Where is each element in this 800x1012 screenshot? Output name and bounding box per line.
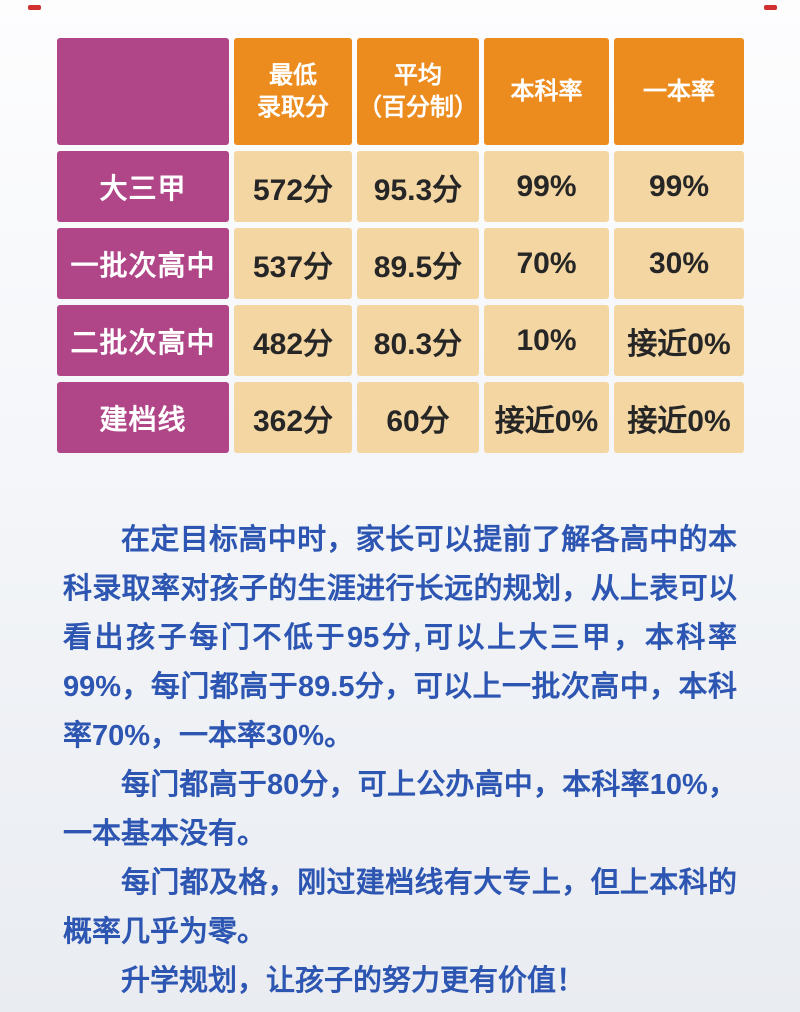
- row-label-cell: 建档线: [57, 382, 229, 453]
- column-header-line: （百分制）: [358, 93, 478, 121]
- table-corner-cell: [57, 38, 229, 145]
- row-label-cell: 二批次高中: [57, 305, 229, 376]
- data-cell: 537分: [234, 228, 352, 299]
- row-label-cell: 大三甲: [57, 151, 229, 222]
- row-label-cell: 一批次高中: [57, 228, 229, 299]
- data-cell: 89.5分: [357, 228, 479, 299]
- analysis-paragraph: 在定目标高中时，家长可以提前了解各高中的本科录取率对孩子的生涯进行长远的规划，从…: [63, 524, 737, 752]
- data-cell: 60分: [357, 382, 479, 453]
- column-header: 最低 录取分: [234, 38, 352, 145]
- column-header-line: 平均: [394, 62, 442, 90]
- column-header-line: 一本率: [643, 77, 715, 105]
- admission-score-table: 最低 录取分 平均 （百分制） 本科率 一本率 大三甲 572分 95.3分 99% 99% 一批次高…: [57, 38, 744, 453]
- data-cell: 接近0%: [614, 382, 744, 453]
- analysis-paragraph: 升学规划，让孩子的努力更有价值！: [121, 965, 586, 997]
- analysis-paragraph: 每门都及格，刚过建档线有大专上，但上本科的概率几乎为零。: [63, 867, 737, 948]
- column-header-line: 录取分: [257, 93, 329, 121]
- column-header: 平均 （百分制）: [357, 38, 479, 145]
- data-cell: 572分: [234, 151, 352, 222]
- data-cell: 95.3分: [357, 151, 479, 222]
- data-cell: 362分: [234, 382, 352, 453]
- column-header: 一本率: [614, 38, 744, 145]
- data-cell: 482分: [234, 305, 352, 376]
- data-cell: 99%: [484, 151, 609, 222]
- data-cell: 10%: [484, 305, 609, 376]
- data-cell: 接近0%: [484, 382, 609, 453]
- column-header-line: 本科率: [510, 77, 583, 105]
- column-header-line: 最低: [269, 62, 317, 90]
- data-cell: 接近0%: [614, 305, 744, 376]
- data-cell: 70%: [484, 228, 609, 299]
- analysis-text: 在定目标高中时，家长可以提前了解各高中的本科录取率对孩子的生涯进行长远的规划，从…: [63, 516, 737, 1006]
- analysis-paragraph: 每门都高于80分，可上公办高中，本科率10%，一本基本没有。: [63, 769, 737, 850]
- data-cell: 30%: [614, 228, 744, 299]
- data-cell: 80.3分: [357, 305, 479, 376]
- data-cell: 99%: [614, 151, 744, 222]
- corner-mark-right: [764, 5, 777, 10]
- corner-mark-left: [28, 5, 41, 10]
- column-header: 本科率: [484, 38, 609, 145]
